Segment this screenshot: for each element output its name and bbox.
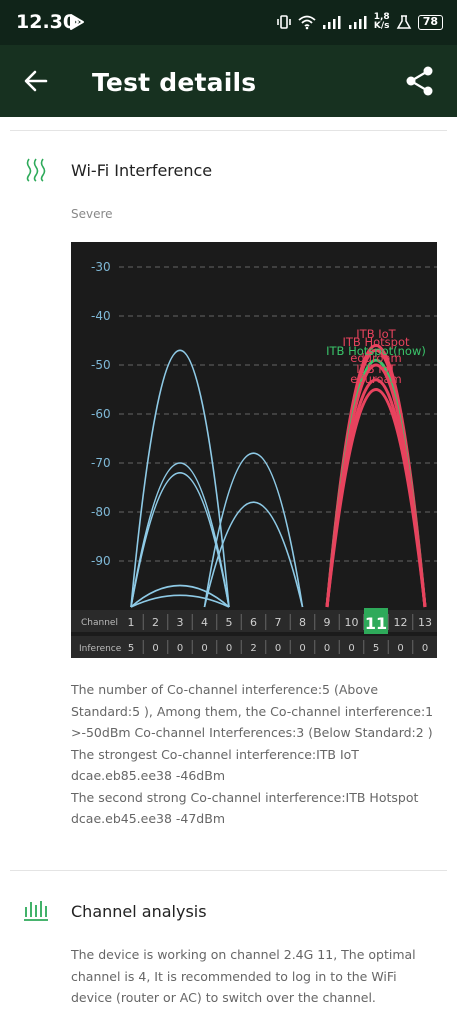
inference-value: 5 — [373, 643, 379, 654]
signal-curve — [325, 388, 427, 608]
ap-label: ITB IoT — [356, 362, 396, 376]
status-bar: 12.30 1,8 K/s 78 — [0, 0, 457, 45]
bar-chart-icon — [24, 901, 48, 921]
inference-value: 0 — [201, 643, 207, 654]
channel-analysis-title: Channel analysis — [71, 902, 207, 921]
y-tick-label: -50 — [91, 358, 111, 372]
channel-tick-label: 13 — [418, 616, 432, 629]
channel-tick-label: 8 — [299, 616, 306, 629]
channel-tick-label: 6 — [250, 616, 257, 629]
channel-tick-label: 1 — [128, 616, 135, 629]
divider — [10, 130, 447, 131]
inference-value: 0 — [226, 643, 232, 654]
ap-label: ITB Hotspot — [343, 335, 410, 349]
wifi-icon — [298, 15, 316, 30]
battery-icon: 78 — [417, 14, 443, 30]
current-channel-highlight — [364, 608, 388, 634]
description-line: The number of Co-channel interference:5 … — [71, 682, 434, 740]
signal-curve — [130, 584, 230, 608]
net-speed: 1,8 K/s — [374, 13, 390, 31]
inference-value: 0 — [422, 643, 428, 654]
signal-curve — [130, 349, 230, 608]
vibrate-icon — [276, 15, 291, 29]
inference-value: 5 — [128, 643, 134, 654]
app-bar: Test details — [0, 45, 457, 117]
flask-icon — [396, 15, 411, 29]
channel-tick-label: 7 — [275, 616, 282, 629]
channel-tick-label: 12 — [394, 616, 408, 629]
play-store-icon — [70, 14, 84, 30]
signal-curve — [130, 462, 230, 608]
inference-value: 0 — [152, 643, 158, 654]
inference-value: 2 — [250, 643, 256, 654]
signal-icon-sim1 — [322, 16, 341, 29]
y-tick-label: -80 — [91, 505, 111, 519]
signal-curve — [203, 501, 304, 608]
description-line: The second strong Co-channel interferenc… — [71, 789, 419, 827]
channel-tick-label: 2 — [152, 616, 159, 629]
ap-label: eduroam — [350, 372, 401, 386]
net-speed-value: 1,8 — [373, 12, 390, 22]
share-icon[interactable] — [405, 65, 435, 97]
status-time: 12.30 — [16, 11, 77, 33]
channel-tick-label: 5 — [226, 616, 233, 629]
page-title: Test details — [92, 68, 257, 97]
signal-curve — [130, 472, 230, 608]
channel-row — [71, 610, 437, 632]
signal-curve — [203, 452, 304, 608]
signal-icon-sim2 — [348, 16, 367, 29]
back-arrow-icon[interactable] — [22, 67, 50, 95]
inference-row — [71, 636, 437, 658]
inference-row-label: Inference — [79, 644, 122, 654]
inference-value: 0 — [324, 643, 330, 654]
y-tick-label: -70 — [91, 456, 111, 470]
channel-row-label: Channel — [81, 618, 118, 628]
inference-value: 0 — [177, 643, 183, 654]
net-speed-unit: K/s — [373, 21, 390, 31]
description-line: The strongest Co-channel interference:IT… — [71, 746, 359, 784]
interference-description: The number of Co-channel interference:5 … — [71, 679, 441, 830]
channel-tick-label: 11 — [365, 614, 387, 633]
channel-tick-label: 10 — [345, 616, 359, 629]
ap-label: ITB Hotspot(now) — [326, 344, 426, 358]
inference-value: 0 — [275, 643, 281, 654]
heat-waves-icon — [26, 158, 46, 182]
inference-value: 0 — [397, 643, 403, 654]
inference-value: 0 — [299, 643, 305, 654]
y-tick-label: -30 — [91, 260, 111, 274]
channel-analysis-description: The device is working on channel 2.4G 11… — [71, 947, 416, 1005]
y-tick-label: -90 — [91, 554, 111, 568]
wifi-interference-title: Wi-Fi Interference — [71, 161, 213, 180]
y-tick-label: -60 — [91, 407, 111, 421]
inference-value: 0 — [348, 643, 354, 654]
status-indicators: 1,8 K/s 78 — [276, 10, 443, 34]
divider — [10, 870, 447, 871]
ap-label: ITB IoT — [356, 327, 396, 341]
signal-curve — [130, 594, 230, 608]
interference-chart: -30 -40 -50 -60 -70 -80 -90 ITB IoT ITB Hotspot I… — [71, 242, 437, 658]
channel-tick-label: 9 — [324, 616, 331, 629]
channel-tick-label: 4 — [201, 616, 208, 629]
y-tick-label: -40 — [91, 309, 111, 323]
channel-tick-label: 3 — [177, 616, 184, 629]
severity-label: Severe — [71, 207, 113, 221]
ap-label: eduroam — [350, 351, 401, 365]
